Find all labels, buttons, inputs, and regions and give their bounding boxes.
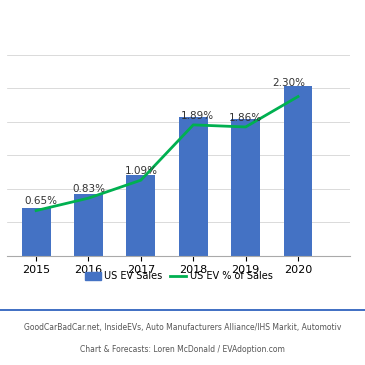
- Bar: [231, 119, 260, 256]
- Text: 0.83%: 0.83%: [72, 184, 105, 194]
- Bar: [284, 86, 312, 256]
- Bar: [74, 194, 103, 255]
- Text: GoodCarBadCar.net, InsideEVs, Auto Manufacturers Alliance/IHS Markit, Automotiv: GoodCarBadCar.net, InsideEVs, Auto Manuf…: [24, 323, 341, 332]
- Text: 1.09%: 1.09%: [124, 166, 157, 176]
- Bar: [22, 208, 50, 255]
- Text: 2.30%: 2.30%: [272, 78, 305, 88]
- Text: (BEV & PHEV) Share of New Vehicle Sales: 2015: (BEV & PHEV) Share of New Vehicle Sales:…: [7, 14, 343, 27]
- Text: 1.89%: 1.89%: [181, 111, 214, 121]
- Legend: US EV Sales, US EV % of Sales: US EV Sales, US EV % of Sales: [81, 268, 277, 285]
- Bar: [126, 176, 155, 256]
- Text: 1.86%: 1.86%: [229, 113, 262, 123]
- Bar: [179, 116, 208, 255]
- Text: 0.65%: 0.65%: [25, 196, 58, 207]
- Text: Chart & Forecasts: Loren McDonald / EVAdoption.com: Chart & Forecasts: Loren McDonald / EVAd…: [80, 346, 285, 354]
